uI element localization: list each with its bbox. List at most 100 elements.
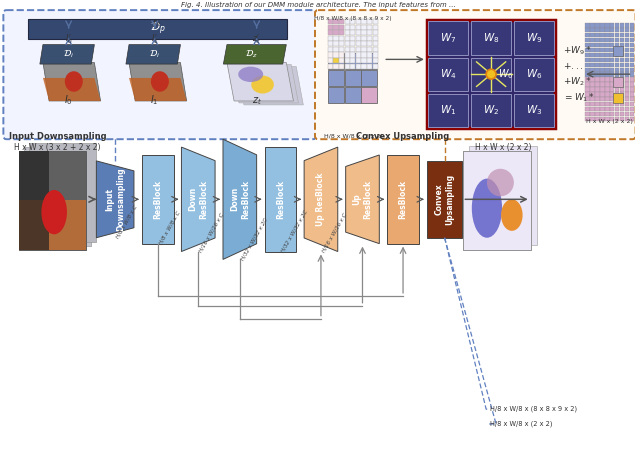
FancyBboxPatch shape (333, 19, 339, 24)
FancyBboxPatch shape (620, 43, 625, 47)
FancyBboxPatch shape (586, 112, 589, 116)
FancyBboxPatch shape (350, 36, 355, 41)
FancyBboxPatch shape (333, 53, 339, 58)
FancyBboxPatch shape (605, 97, 609, 101)
FancyBboxPatch shape (328, 70, 344, 86)
FancyBboxPatch shape (514, 22, 554, 54)
FancyBboxPatch shape (600, 43, 605, 47)
FancyBboxPatch shape (620, 63, 625, 67)
Polygon shape (346, 155, 380, 243)
FancyBboxPatch shape (19, 200, 86, 250)
FancyBboxPatch shape (356, 19, 361, 24)
FancyBboxPatch shape (620, 87, 625, 92)
FancyBboxPatch shape (600, 23, 605, 27)
FancyBboxPatch shape (590, 107, 595, 111)
FancyBboxPatch shape (590, 48, 595, 52)
FancyBboxPatch shape (586, 87, 589, 92)
FancyBboxPatch shape (514, 94, 554, 127)
FancyBboxPatch shape (610, 112, 614, 116)
FancyBboxPatch shape (428, 94, 468, 127)
Circle shape (486, 69, 496, 79)
FancyBboxPatch shape (595, 102, 600, 106)
Text: $\mathcal{D}_i$: $\mathcal{D}_i$ (63, 48, 74, 59)
FancyBboxPatch shape (590, 77, 595, 82)
FancyBboxPatch shape (625, 102, 629, 106)
FancyBboxPatch shape (610, 102, 614, 106)
FancyBboxPatch shape (620, 107, 625, 111)
FancyBboxPatch shape (586, 63, 589, 67)
FancyBboxPatch shape (345, 47, 350, 52)
FancyBboxPatch shape (600, 48, 605, 52)
Text: $I_0'$: $I_0'$ (65, 33, 72, 46)
FancyBboxPatch shape (586, 43, 589, 47)
FancyBboxPatch shape (367, 47, 372, 52)
FancyBboxPatch shape (586, 33, 589, 37)
FancyBboxPatch shape (620, 112, 625, 116)
FancyBboxPatch shape (610, 28, 614, 32)
Polygon shape (182, 147, 215, 252)
FancyBboxPatch shape (367, 19, 372, 24)
FancyBboxPatch shape (630, 82, 634, 87)
FancyBboxPatch shape (339, 47, 344, 52)
FancyBboxPatch shape (339, 36, 344, 41)
FancyBboxPatch shape (625, 97, 629, 101)
Text: Down
ResBlock: Down ResBlock (230, 180, 250, 219)
FancyBboxPatch shape (615, 72, 620, 77)
FancyBboxPatch shape (590, 92, 595, 97)
FancyBboxPatch shape (590, 23, 595, 27)
FancyBboxPatch shape (605, 107, 609, 111)
FancyBboxPatch shape (328, 63, 333, 69)
FancyBboxPatch shape (590, 68, 595, 72)
FancyBboxPatch shape (586, 28, 589, 32)
FancyBboxPatch shape (362, 87, 378, 103)
FancyBboxPatch shape (615, 58, 620, 62)
FancyBboxPatch shape (345, 19, 350, 24)
FancyBboxPatch shape (345, 58, 350, 63)
FancyBboxPatch shape (586, 97, 589, 101)
FancyBboxPatch shape (590, 53, 595, 57)
FancyBboxPatch shape (339, 58, 344, 63)
FancyBboxPatch shape (595, 58, 600, 62)
FancyBboxPatch shape (333, 41, 339, 46)
FancyBboxPatch shape (19, 151, 86, 250)
FancyBboxPatch shape (586, 58, 589, 62)
FancyBboxPatch shape (620, 53, 625, 57)
FancyBboxPatch shape (610, 58, 614, 62)
FancyBboxPatch shape (471, 94, 511, 127)
FancyBboxPatch shape (625, 63, 629, 67)
Ellipse shape (501, 199, 523, 231)
Ellipse shape (151, 71, 169, 92)
FancyBboxPatch shape (345, 36, 350, 41)
FancyBboxPatch shape (372, 19, 378, 24)
FancyBboxPatch shape (328, 41, 333, 46)
Text: $+ W_2 *$: $+ W_2 *$ (563, 76, 592, 89)
FancyBboxPatch shape (600, 97, 605, 101)
FancyBboxPatch shape (605, 38, 609, 42)
FancyBboxPatch shape (28, 19, 287, 39)
Text: H/8 x W/8 x (8 x 8 x 9 x 2): H/8 x W/8 x (8 x 8 x 9 x 2) (314, 16, 392, 21)
FancyBboxPatch shape (356, 25, 361, 30)
Text: H x W x (3 x 2 + 2 x 2): H x W x (3 x 2 + 2 x 2) (13, 143, 100, 152)
FancyBboxPatch shape (630, 23, 634, 27)
FancyBboxPatch shape (610, 43, 614, 47)
FancyBboxPatch shape (630, 117, 634, 121)
FancyBboxPatch shape (372, 63, 378, 69)
FancyBboxPatch shape (605, 53, 609, 57)
FancyBboxPatch shape (615, 28, 620, 32)
FancyBboxPatch shape (328, 25, 333, 30)
Text: $+ W_9 *$: $+ W_9 *$ (563, 45, 592, 57)
FancyBboxPatch shape (615, 38, 620, 42)
FancyBboxPatch shape (586, 68, 589, 72)
FancyBboxPatch shape (620, 33, 625, 37)
FancyBboxPatch shape (595, 107, 600, 111)
FancyBboxPatch shape (615, 48, 620, 52)
Text: $W_6$: $W_6$ (526, 67, 542, 81)
Text: H/16 x W/16 x C: H/16 x W/16 x C (321, 212, 348, 253)
Text: Convex Upsampling: Convex Upsampling (356, 132, 449, 141)
FancyBboxPatch shape (463, 151, 531, 250)
FancyBboxPatch shape (625, 28, 629, 32)
FancyBboxPatch shape (610, 117, 614, 121)
FancyBboxPatch shape (625, 48, 629, 52)
FancyBboxPatch shape (595, 43, 600, 47)
FancyBboxPatch shape (630, 72, 634, 77)
